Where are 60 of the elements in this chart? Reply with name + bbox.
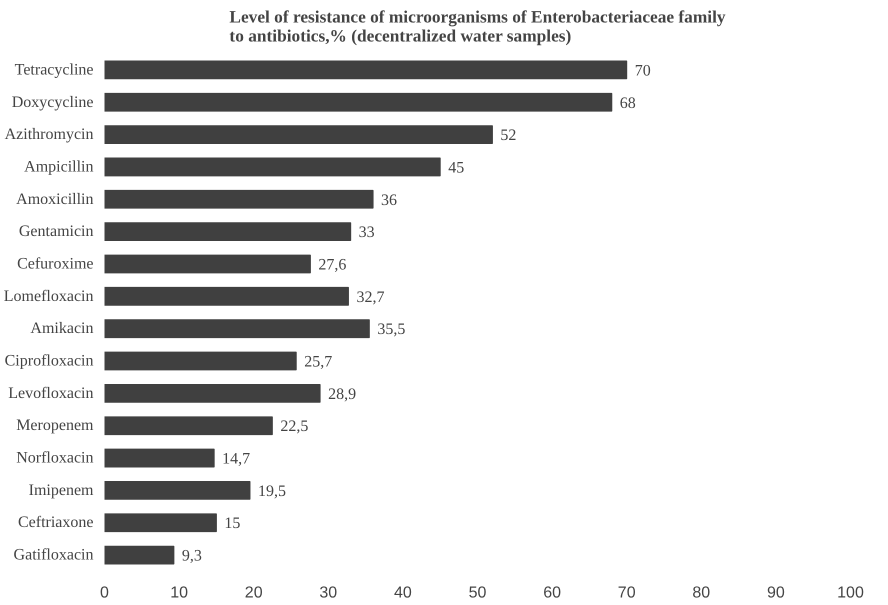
- y-tick-label: Lomefloxacin: [4, 288, 94, 305]
- x-tick-label: 50: [468, 584, 486, 602]
- y-tick-label: Doxycycline: [12, 94, 94, 111]
- data-label: 33: [358, 224, 375, 242]
- bar: [104, 513, 217, 532]
- x-tick-label: 60: [543, 584, 562, 602]
- x-tick-label: 30: [319, 584, 338, 602]
- data-label: 9,3: [182, 548, 202, 565]
- x-tick-label: 80: [692, 584, 710, 602]
- x-tick-label: 10: [170, 584, 188, 602]
- data-label: 45: [448, 159, 464, 176]
- data-label: 25,7: [304, 354, 332, 371]
- y-tick-label: Ceftriaxone: [18, 514, 94, 532]
- bar: [104, 352, 297, 370]
- data-label: 52: [500, 127, 516, 144]
- y-tick-label: Norfloxacin: [16, 450, 94, 467]
- data-label: 68: [620, 94, 636, 112]
- y-tick-label: Gatifloxacin: [14, 546, 94, 564]
- data-label: 14,7: [222, 450, 250, 468]
- data-label: 70: [634, 62, 651, 80]
- bar: [104, 448, 215, 468]
- bar: [104, 60, 628, 80]
- y-tick-label: Ampicillin: [24, 158, 94, 176]
- data-label: 36: [381, 192, 398, 209]
- y-tick-label: Meropenem: [16, 417, 94, 434]
- bar: [104, 546, 174, 564]
- y-tick-label: Amoxicillin: [16, 190, 94, 208]
- bar: [104, 286, 349, 306]
- data-label: 35,5: [377, 321, 406, 338]
- y-tick-label: Imipenem: [28, 482, 94, 499]
- data-label: 32,7: [356, 288, 384, 306]
- bar: [104, 158, 441, 176]
- x-tick-label: 70: [618, 584, 636, 602]
- x-tick-label: 90: [767, 584, 785, 602]
- bar: [104, 92, 612, 112]
- y-tick-label: Ciprofloxacin: [4, 352, 94, 370]
- bar: [104, 190, 374, 209]
- data-label: 19,5: [258, 482, 286, 500]
- y-tick-label: Azithromycin: [4, 126, 94, 144]
- x-tick-label: 40: [394, 584, 412, 602]
- bar: [104, 416, 273, 436]
- y-tick-label: Amikacin: [30, 320, 94, 338]
- data-label: 22,5: [280, 418, 308, 436]
- y-tick-label: Cefuroxime: [17, 255, 94, 272]
- data-label: 27,6: [318, 256, 346, 274]
- data-label: 15: [224, 515, 240, 532]
- bar: [104, 319, 370, 338]
- bar: [104, 481, 250, 500]
- y-tick-label: Gentamicin: [18, 223, 94, 240]
- bar: [104, 384, 321, 403]
- y-tick-label: Tetracycline: [14, 61, 94, 78]
- x-tick-label: 20: [244, 584, 263, 602]
- x-tick-label: 0: [100, 584, 110, 602]
- bar: [104, 222, 352, 242]
- bar: [104, 254, 311, 274]
- y-tick-label: Levofloxacin: [8, 384, 94, 402]
- data-label: 28,9: [328, 386, 356, 403]
- bar: [104, 125, 493, 144]
- chart-title: Level of resistance of microorganisms of Enterobacteriaceae family to antibiotics,% (decentralized water samples): [229, 8, 726, 46]
- x-tick-label: 100: [837, 584, 864, 602]
